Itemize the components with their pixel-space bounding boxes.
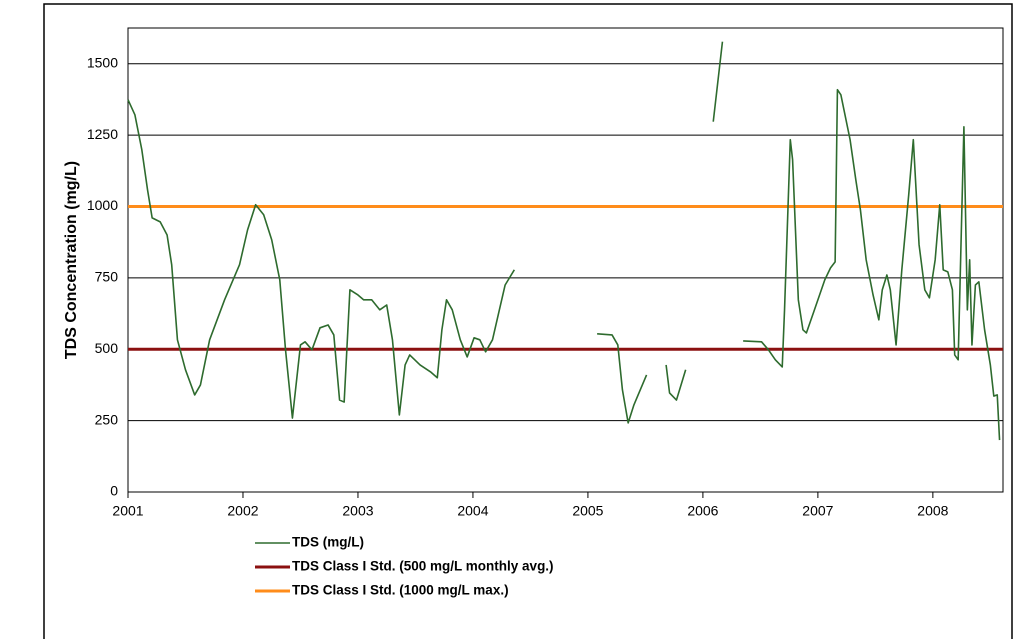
legend-label: TDS Class I Std. (500 mg/L monthly avg.) [292, 559, 554, 574]
y-tick-label: 1500 [87, 54, 118, 70]
x-tick-label: 2006 [687, 503, 718, 519]
y-tick-label: 0 [110, 483, 118, 499]
x-tick-label: 2005 [572, 503, 603, 519]
y-tick-label: 1000 [87, 197, 118, 213]
legend-label: TDS (mg/L) [292, 535, 364, 550]
x-tick-label: 2001 [112, 503, 143, 519]
y-tick-label: 1250 [87, 126, 118, 142]
y-tick-label: 250 [95, 411, 119, 427]
series-line [127, 41, 1001, 441]
x-tick-label: 2008 [917, 503, 948, 519]
plot-area [127, 27, 1004, 493]
y-axis-label: TDS Concentration (mg/L) [63, 161, 80, 359]
x-tick-label: 2003 [342, 503, 373, 519]
x-tick-label: 2002 [227, 503, 258, 519]
y-tick-label: 750 [95, 269, 119, 285]
y-tick-label: 500 [95, 340, 119, 356]
legend-label: TDS Class I Std. (1000 mg/L max.) [292, 583, 509, 598]
chart-frame [43, 3, 1013, 639]
x-tick-label: 2007 [802, 503, 833, 519]
x-tick-label: 2004 [457, 503, 488, 519]
